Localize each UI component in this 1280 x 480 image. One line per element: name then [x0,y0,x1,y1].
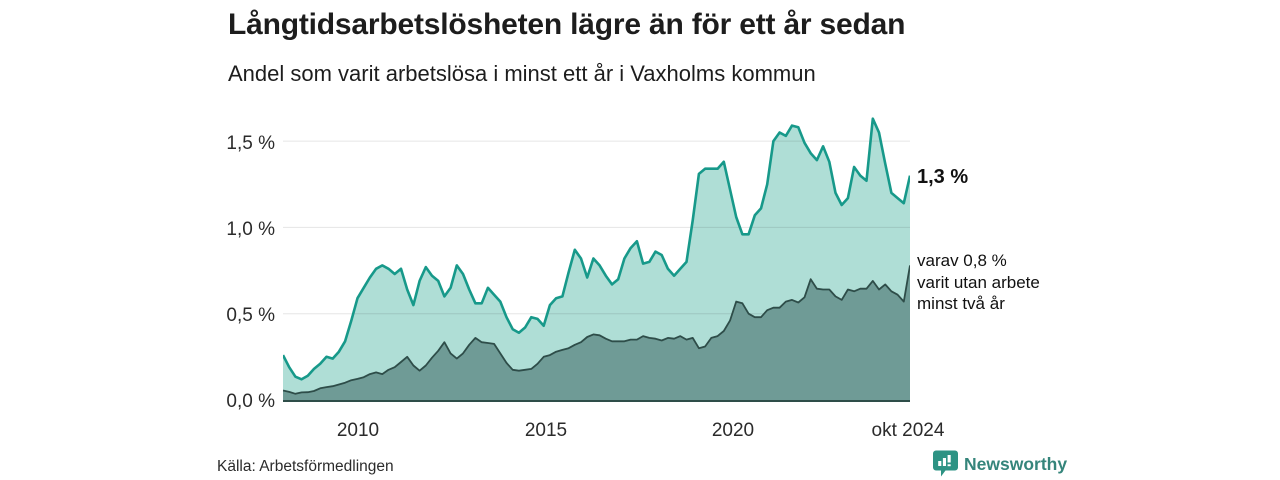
newsworthy-icon [933,450,958,477]
x-tick-2020: 2020 [711,420,755,441]
y-tick-0-0: 0,0 % [226,391,275,412]
y-tick-1-5: 1,5 % [226,133,275,154]
series-subset-line [283,265,910,395]
annotation-subset-line2: varit utan arbete [917,272,1040,292]
series-subset-area [283,265,910,400]
brand-wordmark: Newsworthy [964,454,1068,474]
brand-logo: Newsworthy [933,450,1067,477]
annotation-latest-total: 1,3 % [917,166,969,188]
y-tick-1-0: 1,0 % [226,219,275,240]
annotation-subset: varav 0,8 % varit utan arbete minst två … [917,250,1040,315]
page-subtitle: Andel som varit arbetslösa i minst ett å… [228,61,816,86]
y-tick-0-5: 0,5 % [226,305,275,326]
plot-area [283,110,910,402]
series-total-line [283,117,910,381]
source-note: Källa: Arbetsförmedlingen [217,458,394,475]
x-tick-okt-2024: okt 2024 [871,420,945,441]
annotation-subset-line1: varav 0,8 % [917,251,1007,270]
page-title: Långtidsarbetslösheten lägre än för ett … [228,8,906,41]
area-chart [283,117,910,402]
x-tick-2015: 2015 [524,420,568,441]
annotation-subset-line3: minst två år [917,294,1005,313]
x-tick-2010: 2010 [336,420,380,441]
